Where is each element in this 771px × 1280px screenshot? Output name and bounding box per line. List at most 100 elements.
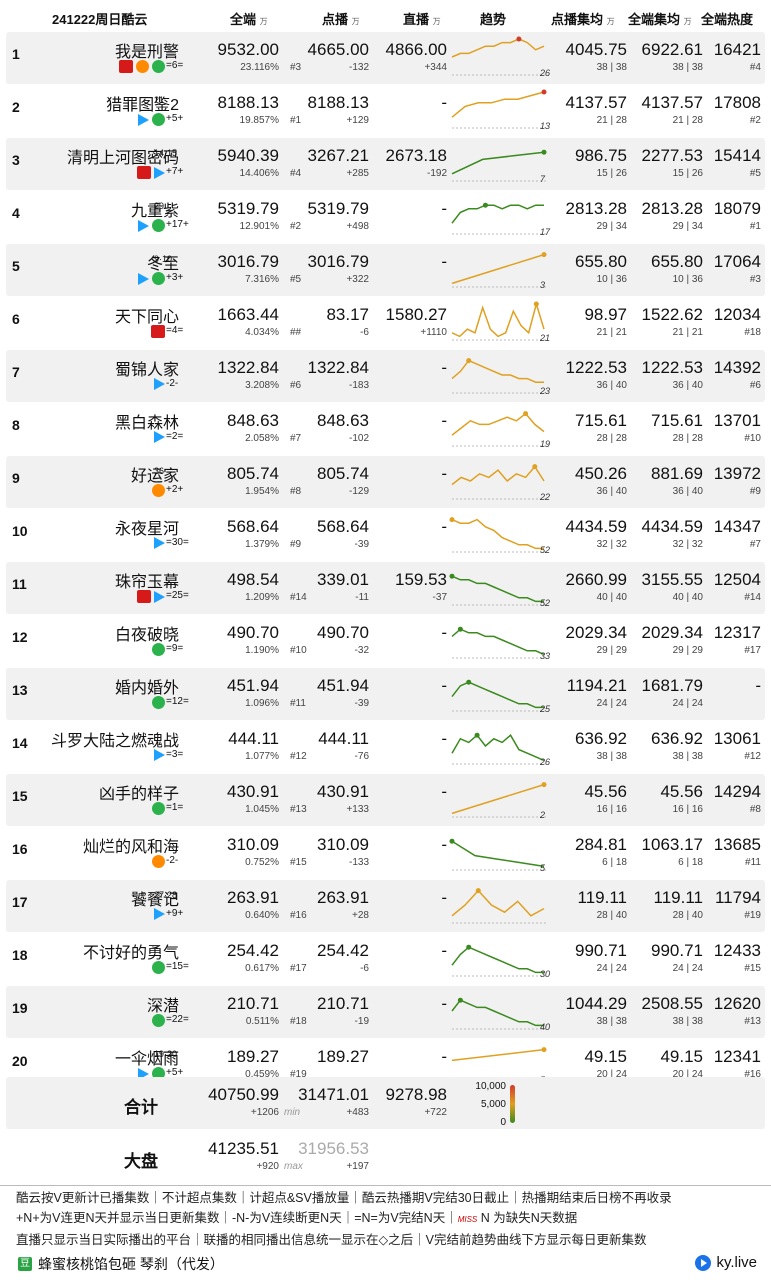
drama-title[interactable]: 灿烂的风和海 [82,839,179,856]
market-vod-chg: +197 [346,1161,369,1172]
heat-value: 11794 [714,888,761,907]
table-row[interactable]: 19 深潜iq=22= 210.71 0.511% 210.71 #18 -19 - 40 104… [6,986,765,1038]
all-value: 3016.79 [217,252,279,271]
vod-avg-episodes: 32 | 32 [596,539,627,550]
drama-title[interactable]: 凶手的样子 [98,786,179,803]
table-row[interactable]: 10 永夜星河tx=30= 568.64 1.379% 568.64 #9 -39 - 52 44… [6,509,765,561]
table-row[interactable]: 11 珠帘玉幕cctx=25= 498.54 1.209% 339.01 #14 -11 15… [6,562,765,614]
vod-change: +498 [346,221,369,232]
table-row[interactable]: 13 婚内婚外iq=12= 451.94 1.096% 451.94 #11 -39 - 25 1… [6,668,765,720]
table-row[interactable]: 7 蜀锦人家tx-2- 1322.84 3.208% 1322.84 #6 -183 - 23 1… [6,350,765,402]
mango-tv-icon: mg [152,484,165,497]
totals-all-chg: +1206 [250,1107,279,1118]
heat-rank: #16 [744,1069,761,1080]
rank: 2 [12,99,20,115]
table-row[interactable]: 6 天下同心cc=4= 1663.44 4.034% 83.17 ## -6 1580.27 +… [6,297,765,349]
trend-peak-point [541,1047,547,1053]
live-change: -192 [426,168,447,179]
drama-title[interactable]: 一伞烟雨 [114,1051,179,1068]
drama-title[interactable]: 清明上河图密码 [66,150,179,167]
vod-avg: 990.71 [575,941,627,960]
table-row[interactable]: 12 白夜破晓iq=9= 490.70 1.190% 490.70 #10 -32 - 33 20… [6,615,765,667]
vod-value: 310.09 [317,835,369,854]
iqiyi-icon: iq [152,219,165,232]
all-value: 444.11 [228,729,279,748]
all-avg-episodes: 16 | 16 [672,804,703,815]
trend-sparkline [451,732,548,765]
iqiyi-icon: iq [152,643,165,656]
heat-value: 12341 [713,1047,761,1066]
site-link[interactable]: ky.live [695,1254,757,1271]
table-row[interactable]: 16 灿烂的风和海mg-2- 310.09 0.752% 310.09 #15 -133 - 5… [6,827,765,879]
drama-title[interactable]: 九重紫 [130,203,179,220]
platform-icons: tx [154,908,165,920]
header-trend: 趋势 [480,12,507,27]
footer-line-1: 酷云按V更新计已播集数｜不计超点集数｜计超点&SV播放量｜酷云热播期V完结30日… [16,1191,672,1205]
all-avg-episodes: 36 | 40 [672,486,703,497]
mango-tv-icon: mg [136,60,149,73]
all-share: 1.954% [245,486,279,497]
rank: 4 [12,205,20,221]
vod-avg-episodes: 29 | 34 [596,221,627,232]
cctv-icon: cc [151,325,165,338]
table-row[interactable]: 14 斗罗大陆之燃魂战tx=3= 444.11 1.077% 444.11 #12 -76 -… [6,721,765,773]
vod-rank: #15 [290,857,307,868]
drama-title[interactable]: 婚内婚外 [114,680,179,697]
platform-icons: txiq [138,113,165,126]
header-vod-avg: 点播集均 万 [551,12,615,27]
update-status: =30= [166,537,189,548]
live-change: +344 [424,62,447,73]
all-avg: 119.11 [653,888,703,907]
table-row[interactable]: 8 黑白森林tx=2= 848.63 2.058% 848.63 #7 -102 - 19 715… [6,403,765,455]
vod-change: -19 [354,1016,369,1027]
table-row[interactable]: 1 我是刑警ccmgiq=6= 9532.00 23.116% 4665.00 #3 -13… [6,32,765,84]
update-status: =12= [166,696,189,707]
vod-avg: 98.97 [584,305,627,324]
drama-title[interactable]: 深潜 [146,998,179,1015]
all-share: 0.640% [245,910,279,921]
drama-title[interactable]: 永夜星河 [114,521,179,538]
vod-avg-episodes: 16 | 16 [596,804,627,815]
trend-line [451,204,544,224]
drama-title[interactable]: 好运家 [130,468,179,485]
all-share: 0.459% [245,1069,279,1080]
drama-title[interactable]: 黑白森林 [114,415,179,432]
trend-sparkline [451,89,548,129]
drama-title[interactable]: 我是刑警 [114,44,179,61]
drama-title[interactable]: 不讨好的勇气 [82,945,179,962]
trend-line [451,946,544,974]
totals-vod: 31471.01 [298,1085,369,1104]
vod-avg-episodes: 36 | 40 [596,486,627,497]
drama-title[interactable]: 白夜破晓 [114,627,179,644]
table-row[interactable]: 5 冬至9·10 txiq+3+ 3016.79 7.316% 3016.79 #5 +322… [6,244,765,296]
all-avg-episodes: 24 | 24 [672,963,703,974]
tencent-video-icon: tx [138,113,149,126]
live-value: - [441,729,447,748]
all-value: 568.64 [227,517,279,536]
drama-title[interactable]: 珠帘玉幕 [114,574,179,591]
all-share: 1.379% [245,539,279,550]
table-row[interactable]: 15 凶手的样子iq=1= 430.91 1.045% 430.91 #13 +133 - 2 4… [6,774,765,826]
trend-days: 52 [540,545,551,555]
drama-title[interactable]: 蜀锦人家 [114,362,179,379]
vod-value: 8188.13 [307,93,369,112]
drama-title[interactable]: 天下同心 [114,309,179,326]
trend-days: 23 [540,386,551,396]
table-row[interactable]: 18 不讨好的勇气iq=15= 254.42 0.617% 254.42 #17 -6 - 30… [6,933,765,985]
vod-avg: 715.61 [575,411,627,430]
trend-peak-point [533,301,539,307]
vod-rank: #17 [290,963,307,974]
drama-title[interactable]: 猎罪图鉴2 [106,97,179,114]
trend-days: 3 [540,280,546,290]
tencent-video-icon: tx [138,219,149,232]
table-row[interactable]: 3清明上河图密码14·15cctx+7+5940.3914.406%3267.2… [6,138,765,190]
drama-title[interactable]: 饕餮记 [130,892,179,909]
drama-title[interactable]: 冬至 [146,256,179,273]
drama-title[interactable]: 斗罗大陆之燃魂战 [50,733,179,750]
vod-avg: 655.80 [575,252,627,271]
all-value: 5319.79 [217,199,279,218]
